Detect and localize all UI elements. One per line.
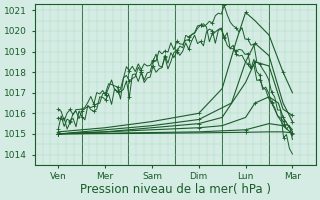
X-axis label: Pression niveau de la mer( hPa ): Pression niveau de la mer( hPa ) (80, 183, 271, 196)
